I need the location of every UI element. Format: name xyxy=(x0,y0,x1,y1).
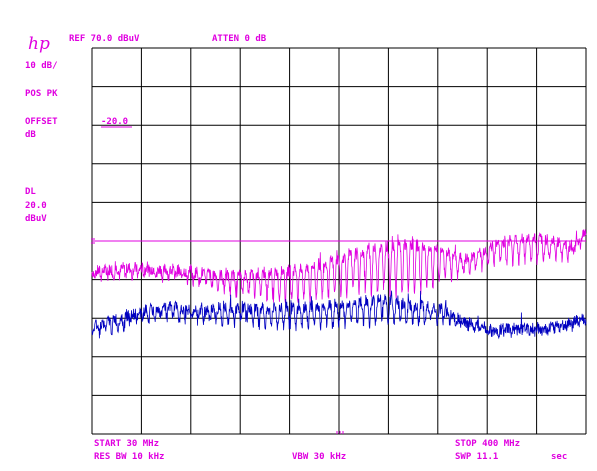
display-line-unit: dBuV xyxy=(25,214,47,224)
stop-frequency: STOP 400 MHz xyxy=(455,439,521,449)
sweep-time: SWP 11.1 xyxy=(455,452,499,462)
start-frequency: START 30 MHz xyxy=(94,439,160,449)
sweep-unit: sec xyxy=(551,452,568,462)
display-line-marker xyxy=(91,238,95,244)
offset-value: -20.0 xyxy=(101,117,129,127)
ref-level-label: REF 70.0 dBuV xyxy=(69,34,140,44)
display-line-label: DL xyxy=(25,187,36,197)
detector-label: POS PK xyxy=(25,89,58,99)
display-line-value: 20.0 xyxy=(25,201,47,211)
trace-2 xyxy=(91,290,587,340)
resolution-bandwidth: RES BW 10 kHz xyxy=(94,452,165,462)
attenuation-label: ATTEN 0 dB xyxy=(212,34,267,44)
offset-label: OFFSET xyxy=(25,117,58,127)
center-marker xyxy=(336,431,344,434)
marks xyxy=(91,126,344,434)
trace-1 xyxy=(91,228,587,304)
offset-unit-label: dB xyxy=(25,130,36,140)
scale-label: 10 dB/ xyxy=(25,61,58,71)
hp-logo: hp xyxy=(28,34,50,54)
traces xyxy=(91,228,587,340)
video-bandwidth: VBW 30 kHz xyxy=(292,452,347,462)
